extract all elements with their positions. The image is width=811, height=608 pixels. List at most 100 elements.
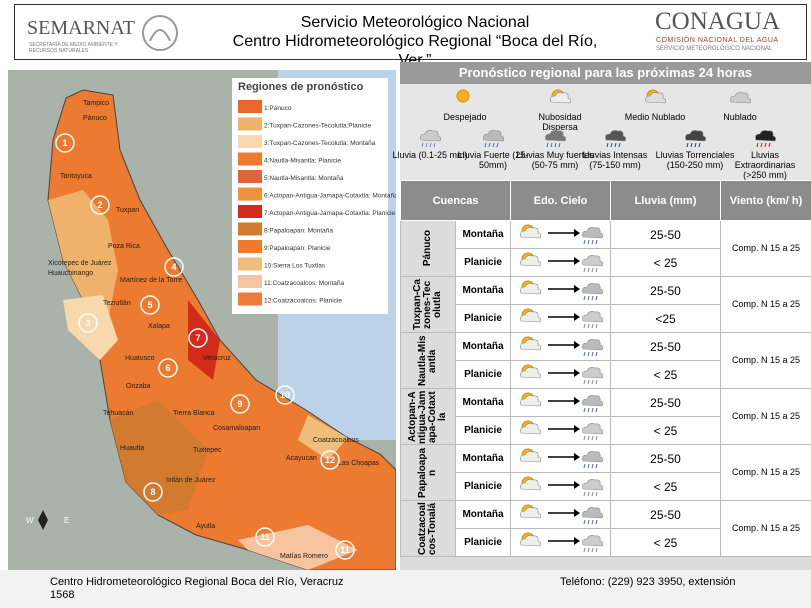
sky-icon <box>483 130 504 148</box>
conagua-logo: CONAGUA <box>655 8 780 35</box>
table-row: Planicie < 25 <box>401 360 811 389</box>
sky-label: Lluvias Intensas (75-150 mm) <box>582 150 648 170</box>
sky-transition <box>519 448 603 469</box>
column-header: Viento (km/ h) <box>720 180 811 221</box>
legend: 1:Pánuco 2:Tuxpan-Cazones-Tecolutla:Plani… <box>238 100 396 306</box>
legend-label: 1:Pánuco <box>264 105 292 112</box>
legend-label: 10:Sierra Los Tuxtlas <box>264 263 326 270</box>
sky-cell <box>510 360 612 389</box>
sky-transition <box>519 280 603 301</box>
table-row: Tuxpan-Cazones-Tecolutla Montaña 25-50 Comp… <box>400 276 811 333</box>
place-label: Huautla <box>120 445 144 452</box>
marker-number: 5 <box>147 300 152 310</box>
place-label: Xicotepec de Juárez <box>48 260 112 267</box>
zone-cell: Planicie <box>454 304 512 333</box>
sky-transition <box>519 336 603 357</box>
sky-cell <box>510 528 612 557</box>
sky-icon <box>420 130 441 148</box>
sky-icon <box>545 130 566 148</box>
marker-number: 2 <box>97 200 102 210</box>
sky-icon <box>730 92 751 104</box>
zone-cell: Planicie <box>454 528 512 557</box>
wind-cell: Comp. N 15 a 25 <box>720 500 811 557</box>
legend-label: 9:Papaloapan: Planicie <box>264 245 331 252</box>
legend-swatch <box>238 170 262 183</box>
sky-item: Despejado <box>425 86 505 122</box>
legend-swatch <box>238 275 262 288</box>
sky-transition <box>519 532 603 553</box>
sky-cell <box>510 472 612 501</box>
sky-cell <box>510 332 612 361</box>
marker-number: 11 <box>260 532 270 542</box>
sky-icon <box>685 130 706 148</box>
sky-item: Lluvias Muy fuertes (50-75 mm) <box>515 124 595 170</box>
place-label: Tantoyuca <box>60 173 92 180</box>
column-header: Cuencas <box>399 180 512 221</box>
place-label: Ixtlán de Juárez <box>166 477 216 484</box>
footer-phone: Teléfono: (229) 923 3950, extensión <box>560 576 736 588</box>
place-label: Ayutla <box>196 523 215 530</box>
zone-cell: Montaña <box>454 332 512 361</box>
semarnat-sub: SECRETARÍA DE MEDIO AMBIENTE Y RECURSOS … <box>29 42 118 54</box>
sky-item: Nubosidad Dispersa <box>520 86 600 132</box>
sky-legend: Despejado Nubosidad Dispersa Medio Nublado… <box>392 84 811 180</box>
marker-circle <box>230 394 250 414</box>
marker-circle <box>78 313 98 333</box>
marker-number: 4 <box>171 262 176 272</box>
basin-cell: Tuxpan-Cazones-Tecolutla <box>400 276 456 333</box>
place-label: Huauchinango <box>48 270 93 277</box>
basin-cell: Nautla-Misantla <box>400 332 456 389</box>
compass-letter: E <box>64 516 69 525</box>
sky-transition <box>519 252 603 273</box>
sky-cell <box>510 388 612 417</box>
sky-item: Lluvias Intensas (75-150 mm) <box>575 124 655 170</box>
rain-cell: < 25 <box>610 360 722 389</box>
legend-label: 12:Coatzacoalcos: Planicie <box>264 298 342 305</box>
marker-circle <box>255 527 275 547</box>
place-label: Xalapa <box>148 323 170 330</box>
wind-cell: Comp. N 15 a 25 <box>720 276 811 333</box>
place-label: Acayucan <box>286 455 317 462</box>
place-label: Veracruz <box>203 355 231 362</box>
basin-name: Nautla-Misantla <box>417 335 438 386</box>
sky-item: Nublado <box>700 86 780 122</box>
marker-circle <box>143 482 163 502</box>
zone-cell: Planicie <box>454 360 512 389</box>
column-header: Edo. Cielo <box>510 180 612 221</box>
forecast-panel: Pronóstico regional para las próximas 24… <box>392 62 811 570</box>
marker-number: 1 <box>62 138 67 148</box>
zone-cell: Montaña <box>454 276 512 305</box>
basin-name: Tuxpan-Cazones-Tecolutla <box>412 279 443 330</box>
place-label: Tampico <box>83 100 109 107</box>
rain-cell: 25-50 <box>610 388 722 417</box>
basin-name: Coatzacoalcos-Tonalá <box>417 502 438 555</box>
sky-cell <box>510 304 612 333</box>
sky-cell <box>510 220 612 249</box>
wind-cell: Comp. N 15 a 25 <box>720 388 811 445</box>
rain-cell: 25-50 <box>610 276 722 305</box>
place-label: Matías Romero <box>280 553 328 560</box>
compass-letter: W <box>26 516 34 525</box>
legend-swatch <box>238 292 262 306</box>
sky-item: Medio Nublado <box>615 86 695 122</box>
table-row: Planicie <25 <box>401 304 811 333</box>
rain-cell: 25-50 <box>610 220 722 249</box>
sky-icon <box>645 89 666 104</box>
sky-cell <box>510 500 612 529</box>
sky-transition <box>519 420 603 441</box>
legend-label: 7:Actopan-Antigua-Jamapa-Cotaxtla: Plani… <box>264 210 396 217</box>
table-row: Pánuco Montaña 25-50 Comp. N 15 a 25 <box>400 220 811 277</box>
rain-cell: < 25 <box>610 248 722 277</box>
sky-item: Lluvias Torrenciales (150-250 mm) <box>655 124 735 170</box>
basin-name: Actopan-Antigua-Jamapa-Cotaxtla <box>407 389 448 444</box>
basin-name: Papaloapan <box>417 447 438 498</box>
sky-label: Nublado <box>723 112 757 122</box>
conagua-sub: COMISIÓN NACIONAL DEL AGUA <box>656 37 779 44</box>
wind-cell: Comp. N 15 a 25 <box>720 220 811 277</box>
marker-number: 9 <box>237 399 242 409</box>
legend-swatch <box>238 152 262 166</box>
emblem <box>142 15 178 51</box>
place-label: Tuxtepec <box>193 447 222 454</box>
